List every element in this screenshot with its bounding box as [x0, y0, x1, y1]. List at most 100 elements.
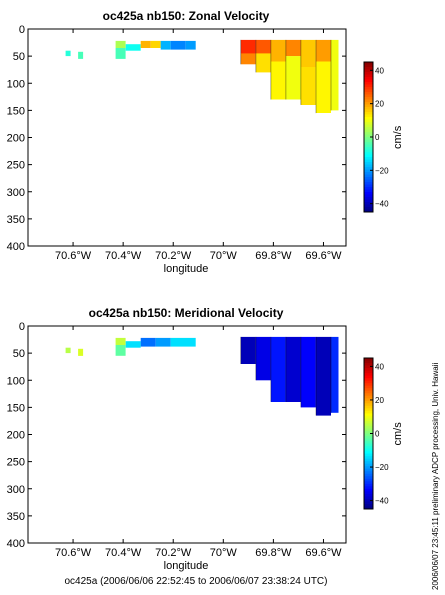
colorbar-swatch: [364, 360, 373, 364]
colorbar-swatch: [364, 189, 373, 193]
colorbar-tick-label: −40: [375, 497, 389, 506]
velocity-cell: [300, 336, 316, 408]
colorbar-swatch: [364, 375, 373, 379]
colorbar-tick-label: −40: [375, 200, 389, 209]
velocity-cell: [316, 336, 331, 416]
colorbar-swatch: [364, 122, 373, 125]
x-tick-label: 70.4°W: [105, 547, 142, 559]
velocity-cell: [316, 61, 331, 113]
colorbar-swatch: [364, 385, 373, 389]
colorbar-swatch: [364, 87, 373, 90]
colorbar-swatch: [364, 62, 373, 65]
colorbar-tick-label: 0: [375, 133, 380, 142]
colorbar-swatch: [364, 127, 373, 130]
y-tick-label: 250: [7, 457, 25, 469]
y-tick-label: 150: [7, 105, 25, 117]
velocity-cell: [150, 40, 161, 48]
colorbar-swatch: [364, 501, 373, 505]
velocity-cell: [115, 337, 126, 345]
colorbar-swatch: [364, 104, 373, 108]
colorbar-swatch: [364, 162, 373, 165]
velocity-cell: [170, 40, 186, 50]
colorbar-swatch: [364, 97, 373, 100]
y-axis: 0 50 100 150 200 250 300 350 400: [7, 24, 346, 253]
colorbar-swatch: [364, 486, 373, 490]
x-tick-label: 70.4°W: [105, 250, 142, 262]
y-tick-label: 0: [19, 321, 25, 333]
colorbar-swatch: [364, 139, 373, 143]
colorbar-swatch: [364, 380, 373, 384]
colorbar-swatch: [364, 129, 373, 133]
colorbar-swatch: [364, 425, 373, 429]
chart-title: oc425a nb150: Zonal Velocity: [103, 9, 270, 23]
colorbar-swatch: [364, 408, 373, 412]
colorbar-swatch: [364, 493, 373, 497]
colorbar-swatch: [364, 74, 373, 78]
colorbar-swatch: [364, 358, 373, 361]
colorbar-swatch: [364, 415, 373, 419]
colorbar-swatch: [364, 438, 373, 442]
colorbar-swatch: [364, 137, 373, 140]
x-tick-label: 70.6°W: [55, 547, 92, 559]
velocity-cell: [125, 44, 141, 51]
colorbar-swatch: [364, 117, 373, 120]
colorbar-swatch: [364, 167, 373, 170]
colorbar: 40 20 0 −20 −40 cm/s: [363, 61, 404, 213]
colorbar-swatch: [364, 207, 373, 210]
velocity-cell: [285, 56, 301, 100]
colorbar-swatch: [364, 393, 373, 397]
colorbar-swatch: [364, 197, 373, 200]
colorbar-swatch: [364, 466, 373, 470]
colorbar-swatch: [364, 453, 373, 457]
y-tick-label: 300: [7, 187, 25, 199]
velocity-cell: [78, 51, 84, 59]
x-axis-label: longitude: [164, 560, 209, 572]
colorbar-swatch: [364, 506, 373, 510]
colorbar-swatch: [364, 365, 373, 369]
velocity-cell: [185, 40, 196, 50]
colorbar-swatch: [364, 398, 373, 402]
colorbar-swatch: [364, 428, 373, 432]
colorbar-swatch: [364, 152, 373, 155]
colorbar-swatch: [364, 107, 373, 110]
colorbar-swatch: [364, 400, 373, 404]
velocity-cell: [140, 337, 156, 347]
colorbar-swatch: [364, 82, 373, 85]
colorbar: 40 20 0 −20 −40 cm/s: [363, 357, 404, 510]
x-tick-label: 70.6°W: [55, 250, 92, 262]
colorbar-swatch: [364, 491, 373, 495]
y-tick-label: 200: [7, 430, 25, 442]
colorbar-swatch: [364, 144, 373, 148]
colorbar-swatch: [364, 368, 373, 371]
x-tick-label: 69.8°W: [255, 547, 292, 559]
y-tick-label: 350: [7, 214, 25, 226]
colorbar-swatch: [364, 192, 373, 195]
colorbar-swatch: [364, 199, 373, 203]
velocity-cell: [115, 48, 126, 59]
velocity-field: [65, 336, 339, 416]
x-axis-label: longitude: [164, 263, 209, 275]
x-tick-label: 69.6°W: [305, 250, 342, 262]
velocity-cell: [65, 50, 71, 57]
colorbar-swatch: [364, 142, 373, 145]
colorbar-tick-label: 20: [375, 396, 384, 405]
colorbar-tick-label: −20: [375, 166, 389, 175]
colorbar-swatch: [364, 69, 373, 73]
plot-area: 70.6°W 70.4°W 70.2°W 70°W 69.8°W 69.6°W 0 50 10…: [7, 321, 347, 559]
side-processing-note: 2006/06/07 23:45:11 preliminary ADCP pro…: [431, 363, 440, 590]
velocity-cell: [300, 67, 316, 105]
zonal-velocity-panel: oc425a nb150: Zonal Velocity 70.6°W 70.4°…: [7, 9, 404, 275]
colorbar-swatch: [364, 378, 373, 382]
y-tick-label: 50: [13, 51, 25, 63]
colorbar-swatch: [364, 413, 373, 417]
colorbar-swatch: [364, 134, 373, 138]
colorbar-swatch: [364, 443, 373, 447]
velocity-cell: [115, 40, 126, 48]
velocity-cell: [285, 336, 301, 402]
velocity-field: [65, 39, 339, 113]
colorbar-swatch: [364, 174, 373, 178]
colorbar-swatch: [364, 157, 373, 160]
colorbar-swatch: [364, 478, 373, 482]
colorbar-swatch: [364, 458, 373, 462]
colorbar-swatch: [364, 187, 373, 190]
